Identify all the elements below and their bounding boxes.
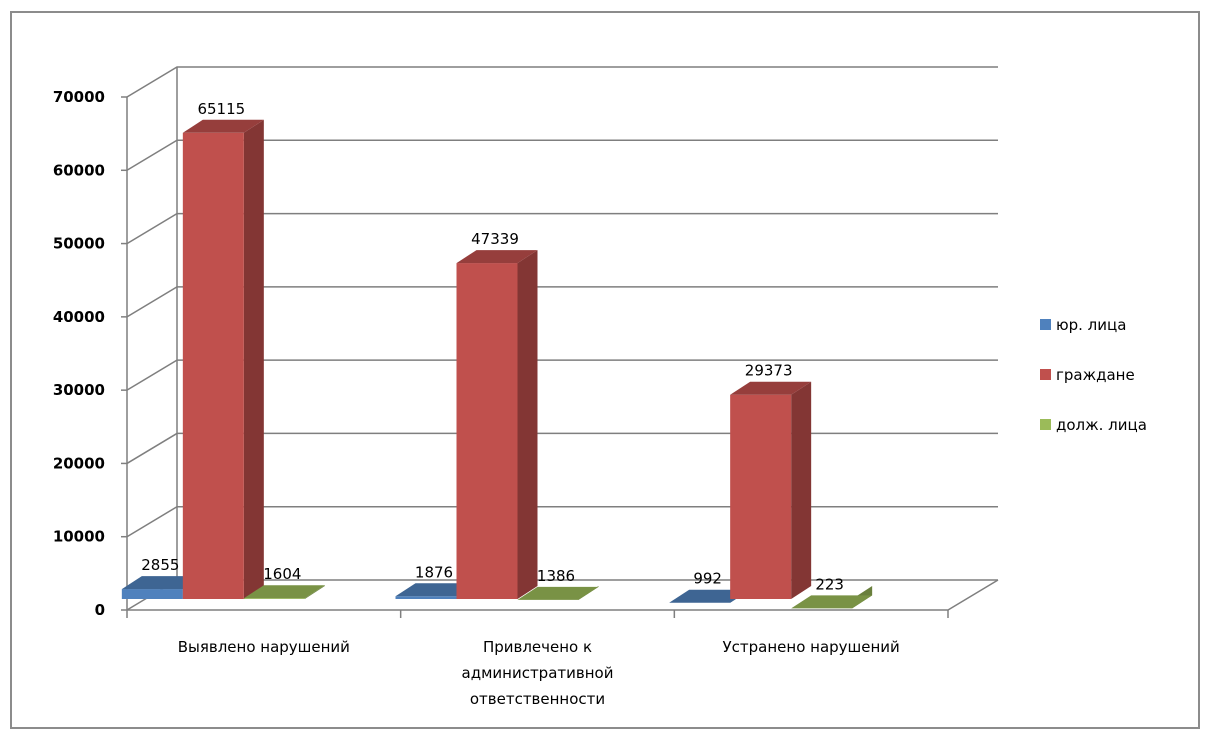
legend-swatch bbox=[1040, 419, 1051, 430]
bar-top bbox=[182, 119, 264, 133]
legend-label: юр. лица bbox=[1056, 316, 1126, 334]
data-label: 65115 bbox=[197, 100, 245, 118]
x-category-label: ответственности bbox=[470, 690, 605, 708]
y-tick-label: 70000 bbox=[53, 88, 105, 106]
legend-label: граждане bbox=[1056, 366, 1135, 384]
x-category-label: Устранено нарушений bbox=[723, 638, 900, 656]
bar-top bbox=[121, 576, 203, 590]
bar-side bbox=[791, 381, 812, 599]
y-tick-label: 60000 bbox=[53, 161, 105, 179]
legend-swatch bbox=[1040, 369, 1051, 380]
y-tick-label: 0 bbox=[95, 601, 105, 619]
bar bbox=[121, 589, 183, 599]
data-label: 992 bbox=[693, 570, 722, 588]
y-tick-label: 10000 bbox=[53, 528, 105, 546]
x-category-label: административной bbox=[462, 664, 614, 682]
y-tick-label: 20000 bbox=[53, 454, 105, 472]
bar-top bbox=[791, 595, 873, 609]
y-tick-label: 30000 bbox=[53, 381, 105, 399]
bar-top bbox=[456, 250, 538, 264]
data-label: 2855 bbox=[141, 556, 179, 574]
y-tick-label: 40000 bbox=[53, 308, 105, 326]
bar bbox=[243, 598, 305, 599]
bar-side bbox=[243, 119, 264, 599]
x-category-label: Выявлено нарушений bbox=[178, 638, 350, 656]
data-label: 223 bbox=[815, 575, 844, 593]
bar-side bbox=[517, 250, 538, 599]
gridline bbox=[126, 66, 998, 98]
data-label: 29373 bbox=[745, 362, 793, 380]
bar bbox=[182, 132, 244, 600]
data-label: 1386 bbox=[537, 567, 575, 585]
bar-side bbox=[304, 585, 325, 599]
x-category-label: Привлечено к bbox=[483, 638, 592, 656]
bar-top bbox=[669, 589, 751, 603]
bar-top bbox=[395, 583, 477, 597]
data-label: 47339 bbox=[471, 230, 519, 248]
legend-label: долж. лица bbox=[1056, 416, 1147, 434]
bar-top bbox=[730, 381, 812, 395]
bar-top bbox=[517, 586, 599, 600]
data-label: 1876 bbox=[415, 563, 453, 581]
legend-swatch bbox=[1040, 319, 1051, 330]
bar bbox=[730, 394, 792, 599]
data-label: 1604 bbox=[263, 565, 301, 583]
y-tick-label: 50000 bbox=[53, 235, 105, 253]
bar bbox=[395, 596, 457, 599]
bar bbox=[456, 263, 518, 599]
bar-top bbox=[243, 585, 325, 599]
